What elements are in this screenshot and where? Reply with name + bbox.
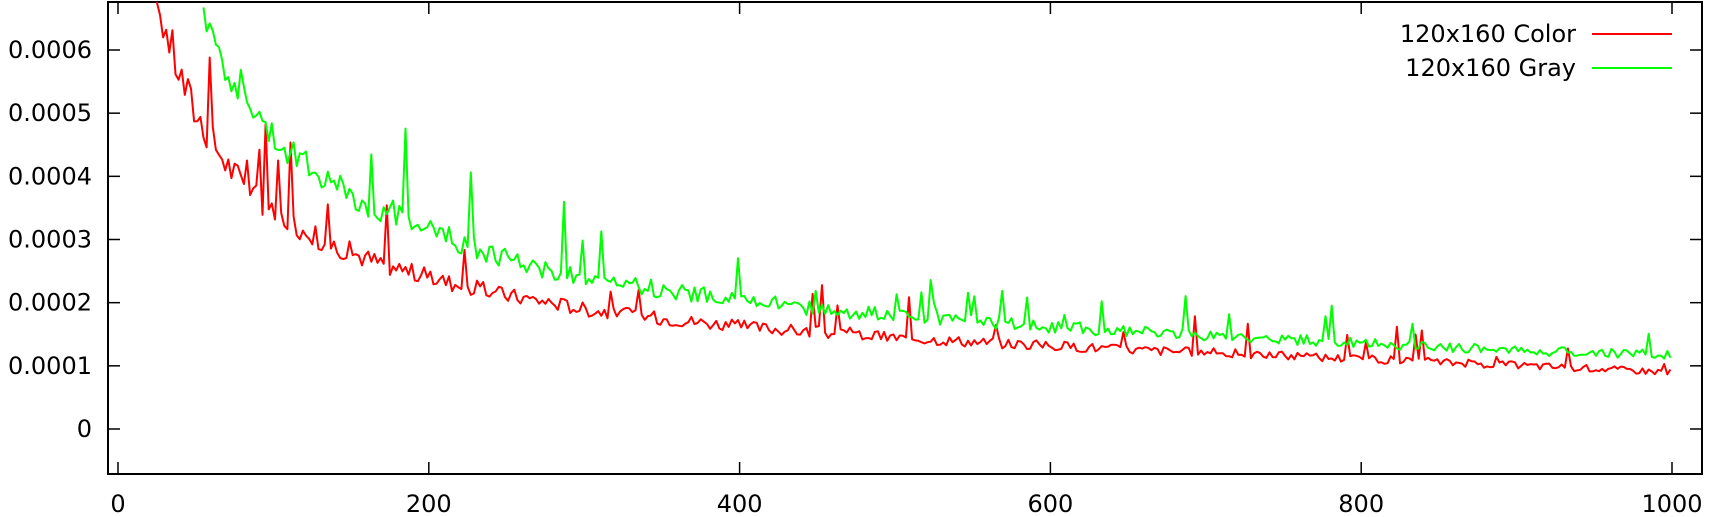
y-tick-label: 0.0005 (8, 99, 92, 127)
y-tick-label: 0.0004 (8, 162, 92, 190)
y-tick-label: 0 (77, 415, 92, 443)
plot-frame (107, 1, 1703, 475)
y-tick-label: 0.0003 (8, 226, 92, 254)
legend-label: 120x160 Gray (1405, 54, 1576, 82)
x-tick-label: 400 (717, 490, 763, 517)
x-tick-label: 0 (110, 490, 125, 517)
x-tick-label: 800 (1338, 490, 1384, 517)
x-tick-label: 1000 (1641, 490, 1702, 517)
series-layer (155, 1, 1672, 376)
x-axis: 0 200 400 600 800 1000 (110, 2, 1703, 517)
y-tick-label: 0.0001 (8, 352, 92, 380)
series-line-120x160-color (155, 1, 1672, 376)
y-tick-label: 0.0002 (8, 289, 92, 317)
legend-label: 120x160 Color (1400, 20, 1576, 48)
x-tick-label: 600 (1027, 490, 1073, 517)
series-line-120x160-gray (202, 7, 1672, 360)
x-tick-label: 200 (406, 490, 452, 517)
y-tick-label: 0.0006 (8, 36, 92, 64)
legend: 120x160 Color 120x160 Gray (1400, 20, 1672, 82)
y-axis: 0 0.0001 0.0002 0.0003 0.0004 0.0005 0.0006 (8, 36, 1702, 443)
